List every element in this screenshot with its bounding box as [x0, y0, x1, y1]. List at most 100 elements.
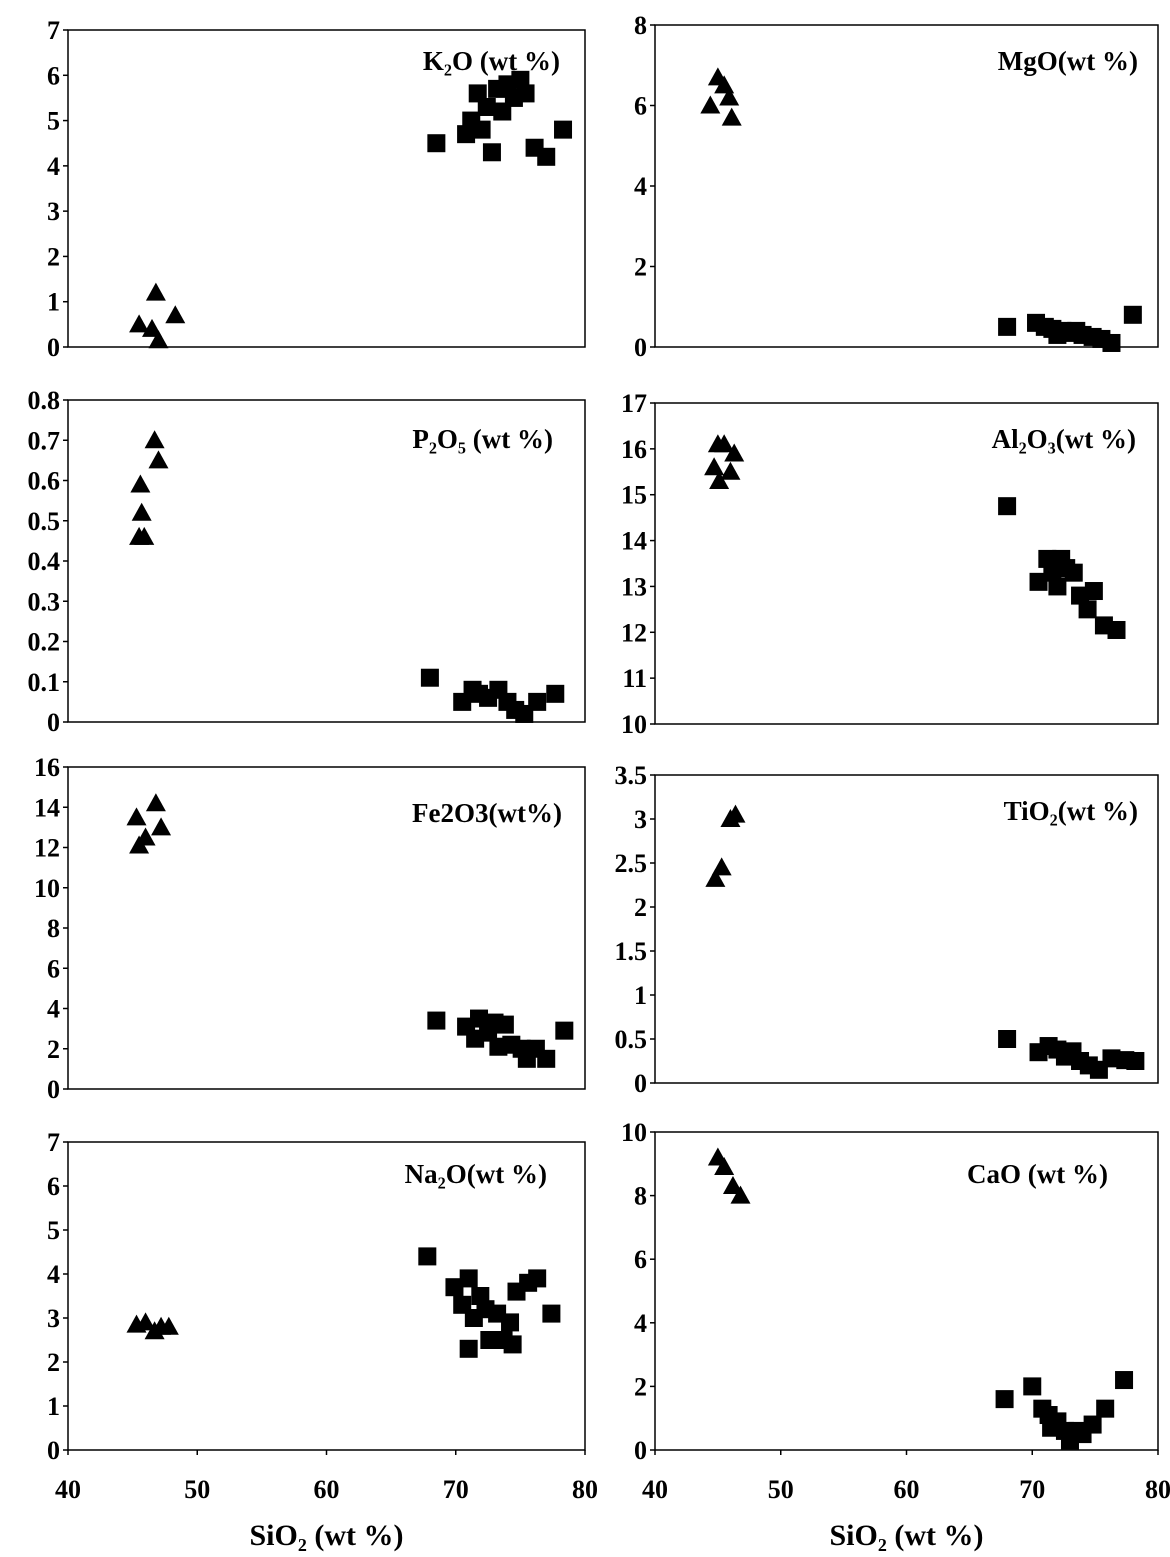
panel-4: 10 11 12 13 14 15 16 17 Al₂O₃(wt %) [621, 389, 1159, 739]
y-tick-label: 5 [47, 107, 60, 136]
square-point [427, 134, 446, 153]
square-point [1029, 572, 1048, 591]
panel-title: MgO(wt %) [998, 46, 1138, 76]
square-point [503, 1335, 522, 1354]
triangle-point [704, 457, 725, 476]
triangle-point [142, 318, 163, 337]
square-point [1126, 1052, 1145, 1070]
y-tick-label: 4 [47, 1260, 60, 1289]
y-tick-label: 14 [621, 527, 647, 556]
y-tick-label: 14 [34, 793, 60, 822]
triangle-point [719, 87, 740, 106]
square-point [546, 684, 565, 703]
square-point [1102, 333, 1121, 352]
square-point [1115, 1371, 1134, 1390]
plot-frame [67, 29, 586, 348]
triangle-point [129, 314, 150, 333]
square-point [468, 84, 487, 103]
square-point [1048, 577, 1067, 596]
panel-2: 0 2 4 6 8 MgO(wt %) [634, 11, 1159, 362]
y-tick-label: 0.3 [28, 587, 61, 616]
triangle-point [151, 817, 172, 836]
square-point [1038, 549, 1057, 568]
y-tick-label: 2 [47, 1348, 60, 1377]
y-tick-label: 3 [47, 197, 60, 226]
y-tick-label: 0 [47, 1436, 60, 1465]
square-point [495, 1015, 514, 1034]
panel-title: Fe2O3(wt%) [412, 798, 562, 828]
square-point [459, 1339, 478, 1358]
square-point [1043, 563, 1062, 582]
y-tick-label: 4 [634, 172, 647, 201]
y-tick-label: 2 [47, 1035, 60, 1064]
x-tick-label: 50 [184, 1475, 210, 1504]
square-point [1084, 582, 1103, 601]
y-tick-label: 16 [34, 753, 60, 782]
y-tick-label: 0 [47, 708, 60, 737]
y-tick-label: 10 [34, 874, 60, 903]
y-tick-label: 7 [47, 1128, 60, 1157]
triangle-point [714, 434, 735, 453]
panel-title: TiO₂(wt %) [1004, 796, 1138, 826]
y-tick-label: 0 [47, 1075, 60, 1104]
y-tick-label: 10 [621, 710, 647, 739]
triangle-point [135, 1312, 156, 1331]
y-tick-label: 0.5 [615, 1025, 648, 1054]
y-tick-label: 2 [634, 1372, 647, 1401]
y-tick-label: 0.6 [28, 467, 61, 496]
panel-7: 0 1 2 3 4 5 6 7 40 50 60 70 80 Na₂O(wt %) SiO₂ (wt %) [47, 1128, 598, 1552]
panel-title: Al₂O₃(wt %) [992, 424, 1136, 454]
square-point [1023, 1377, 1042, 1396]
x-tick-label: 80 [572, 1475, 598, 1504]
square-point [501, 1313, 520, 1332]
plot-frame [654, 774, 1159, 1084]
square-point [418, 1247, 437, 1266]
y-tick-label: 8 [47, 914, 60, 943]
panel-title: CaO (wt %) [967, 1159, 1108, 1189]
y-tick-label: 0 [47, 333, 60, 362]
square-point [1064, 563, 1083, 582]
plot-frame [654, 402, 1159, 725]
square-point [998, 497, 1017, 516]
square-point [511, 70, 530, 89]
y-tick-label: 4 [634, 1309, 647, 1338]
y-tick-label: 10 [621, 1118, 647, 1147]
square-point [477, 97, 496, 116]
square-point [528, 1269, 547, 1288]
square-point [493, 102, 512, 121]
triangle-point [131, 502, 152, 521]
square-point [998, 1030, 1017, 1048]
triangle-point [148, 450, 169, 469]
square-point [480, 1331, 499, 1349]
panel-6: 0 0.5 1 1.5 2 2.5 3 3.5 TiO₂(wt %) [615, 761, 1159, 1098]
triangle-point [714, 1156, 735, 1175]
triangle-point [165, 305, 186, 324]
panel-1: 0 1 2 3 4 5 6 7 K₂O (wt %) [47, 16, 586, 362]
square-point [1071, 586, 1090, 605]
square-point [470, 1009, 489, 1028]
y-tick-label: 0.7 [28, 426, 61, 455]
y-tick-label: 3 [634, 805, 647, 834]
square-point [1083, 1415, 1102, 1434]
y-tick-label: 0 [634, 1436, 647, 1465]
square-point [1078, 600, 1097, 619]
y-tick-label: 17 [621, 389, 647, 418]
y-tick-label: 6 [47, 61, 60, 90]
square-point [555, 1021, 574, 1040]
triangle-point [720, 461, 741, 480]
y-tick-label: 2.5 [615, 849, 648, 878]
triangle-point [700, 95, 721, 114]
x-tick-label: 40 [55, 1475, 81, 1504]
square-point [998, 317, 1017, 336]
triangle-point [724, 443, 745, 462]
square-point [1107, 620, 1126, 639]
triangle-point [145, 282, 166, 301]
triangle-point [711, 857, 732, 876]
y-tick-label: 6 [634, 1245, 647, 1274]
y-tick-label: 2 [634, 893, 647, 922]
triangle-point [126, 807, 147, 826]
y-tick-label: 1 [47, 288, 60, 317]
square-point [482, 143, 501, 162]
square-point [537, 1049, 556, 1068]
x-tick-label: 70 [443, 1475, 469, 1504]
